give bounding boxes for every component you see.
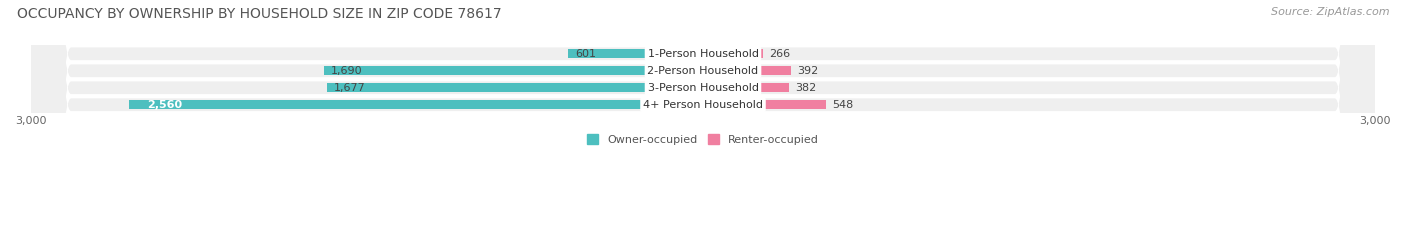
Text: 1-Person Household: 1-Person Household [648,49,758,59]
Text: 601: 601 [575,49,596,59]
Bar [703,83,789,92]
Bar [129,100,703,109]
Text: 266: 266 [769,49,790,59]
Text: 2,560: 2,560 [148,100,183,110]
Bar [703,49,762,58]
FancyBboxPatch shape [31,0,1375,233]
Text: 1,690: 1,690 [330,66,363,76]
FancyBboxPatch shape [31,0,1375,233]
FancyBboxPatch shape [31,0,1375,233]
Bar [568,49,703,58]
Text: Source: ZipAtlas.com: Source: ZipAtlas.com [1271,7,1389,17]
Text: 2-Person Household: 2-Person Household [647,66,759,76]
Bar [328,83,703,92]
Text: 548: 548 [832,100,853,110]
Text: 1,677: 1,677 [335,83,366,93]
Legend: Owner-occupied, Renter-occupied: Owner-occupied, Renter-occupied [586,134,820,145]
Text: 392: 392 [797,66,818,76]
FancyBboxPatch shape [31,0,1375,233]
Text: 4+ Person Household: 4+ Person Household [643,100,763,110]
Text: 382: 382 [796,83,817,93]
Text: OCCUPANCY BY OWNERSHIP BY HOUSEHOLD SIZE IN ZIP CODE 78617: OCCUPANCY BY OWNERSHIP BY HOUSEHOLD SIZE… [17,7,502,21]
Bar [703,100,825,109]
Bar [703,66,790,75]
Bar [325,66,703,75]
Text: 3-Person Household: 3-Person Household [648,83,758,93]
